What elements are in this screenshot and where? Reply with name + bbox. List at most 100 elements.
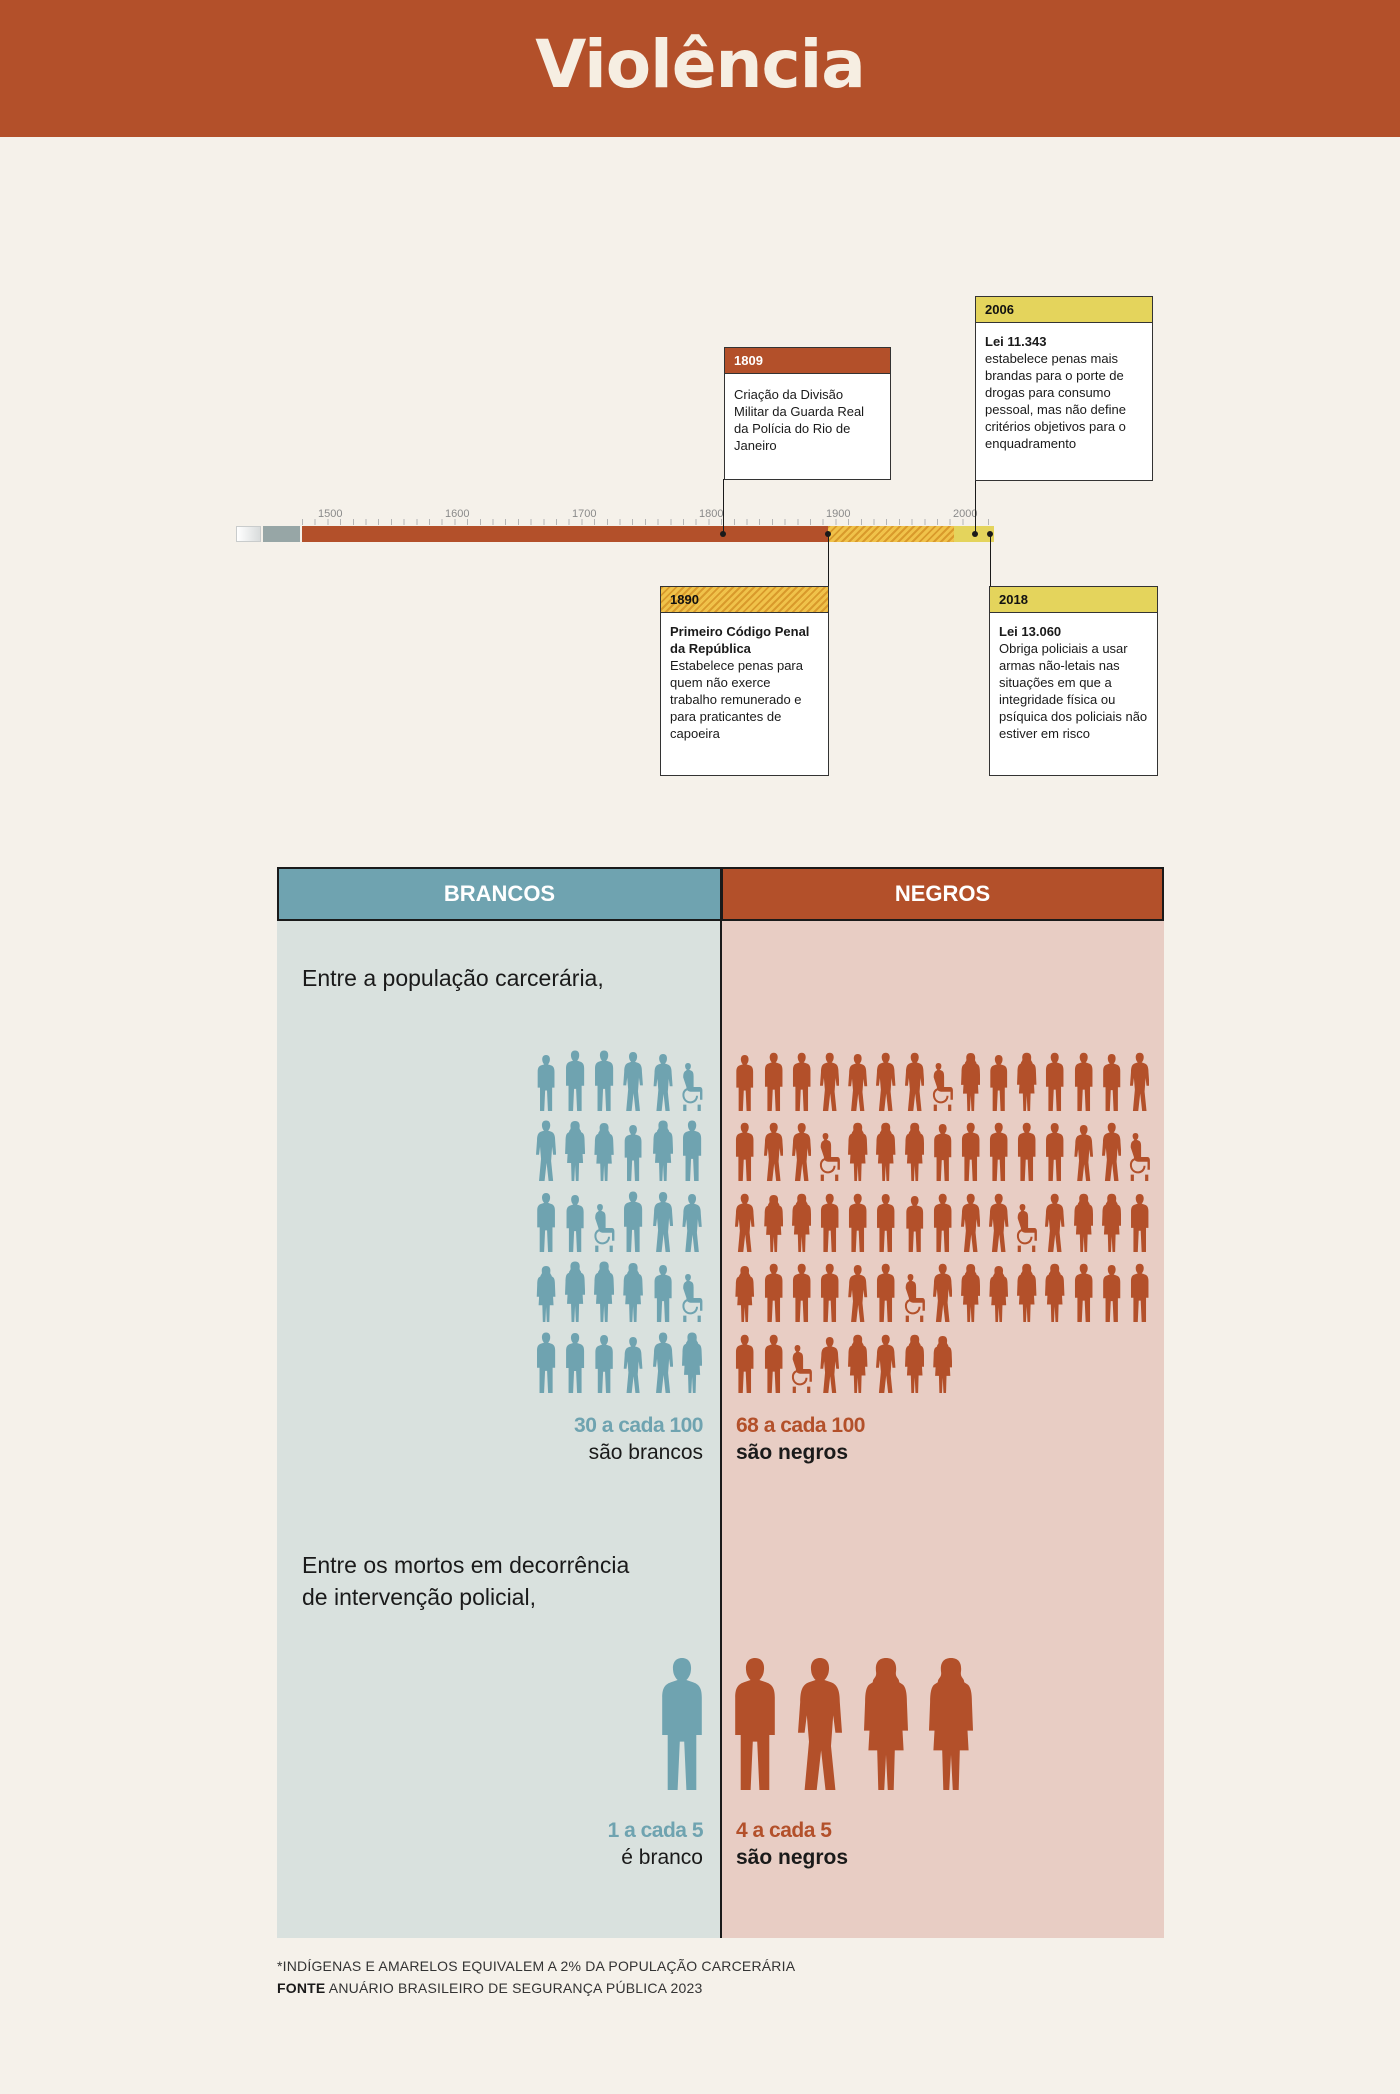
person-icon [928,1658,973,1790]
stat-caption: são negros [736,1441,849,1464]
person-icon [625,1125,642,1181]
event-text: Estabelece penas para quem não exerce tr… [670,658,803,741]
deaths-brancos-pictogram [660,1655,705,1795]
timeline-year-label: 1800 [699,508,724,520]
pictogram-person [1041,1181,1069,1252]
person-icon [990,1054,1008,1111]
source-text: ANUÁRIO BRASILEIRO DE SEGURANÇA PÚBLICA … [328,1980,703,1996]
event-year: 1890 [661,587,828,613]
person-icon [764,1052,783,1111]
person-icon [652,1120,673,1181]
stat-caption: são brancos [588,1441,703,1464]
deaths-negros-pictogram [733,1650,973,1795]
pictogram-person [731,1040,759,1111]
pictogram-person [957,1252,985,1322]
person-icon [1074,1125,1093,1181]
pictogram-person [619,1181,648,1252]
pictogram-person [928,1111,956,1181]
pictogram-person [900,1181,928,1252]
person-icon [764,1263,783,1322]
pictogram-person [531,1181,560,1252]
pictogram-person [648,1252,677,1322]
person-icon [904,1052,924,1111]
person-icon [1046,1123,1064,1181]
pictogram-person [560,1252,589,1322]
person-icon [960,1193,981,1252]
event-year: 1809 [725,348,890,374]
pictogram-person [1069,1040,1097,1111]
pictogram-person [648,1181,677,1252]
person-icon [682,1193,702,1252]
pictogram-person [872,1322,900,1393]
wheelchair-person-icon [791,1344,812,1393]
person-icon [1101,1122,1122,1181]
pictogram-person [590,1252,619,1322]
pictogram-person [1097,1181,1125,1252]
person-icon [819,1052,840,1111]
person-icon [1045,1263,1065,1322]
timeline-ticks [302,519,994,525]
person-icon [763,1122,783,1181]
person-icon [565,1050,585,1111]
event-text: Criação da Divisão Militar da Guarda Rea… [734,387,865,453]
pictogram-person [816,1111,844,1181]
pictogram-person [787,1322,815,1393]
person-icon [989,1266,1009,1322]
pictogram-person [1126,1252,1154,1322]
person-icon [536,1266,555,1322]
person-icon [594,1123,614,1181]
person-icon [1018,1122,1036,1181]
person-icon [933,1124,951,1181]
title-banner: Violência [0,0,1400,137]
pictogram-person [560,1040,589,1111]
pictogram-person [619,1111,648,1181]
pictogram-person [1041,1111,1069,1181]
pictogram-person [731,1181,759,1252]
stat-number: 68 a cada 100 [736,1414,865,1437]
pictogram-person [590,1322,619,1393]
pictogram-person [816,1322,844,1393]
wheelchair-person-icon [682,1062,703,1111]
person-icon [877,1263,895,1322]
pictogram-person [1041,1252,1069,1322]
wheelchair-person-icon [932,1062,953,1111]
event-marker [972,531,978,537]
person-icon [1101,1193,1122,1252]
person-icon [876,1122,896,1181]
person-icon [1130,1263,1149,1322]
event-card-2006: 2006 Lei 11.343 estabelece penas mais br… [975,296,1153,481]
person-icon [877,1193,895,1252]
pictogram-person [816,1181,844,1252]
wheelchair-person-icon [904,1274,925,1322]
person-icon [876,1334,896,1393]
person-icon [595,1334,613,1393]
pictogram-person [928,1252,956,1322]
event-title: Primeiro Código Penal da República [670,624,810,656]
brancos-panel: BRANCOS [277,867,722,1938]
pictogram-person [798,1654,843,1795]
pictogram-person [1013,1181,1041,1252]
pictogram-person [531,1322,560,1393]
stat-caption: são negros [736,1846,849,1869]
pictogram-person [844,1252,872,1322]
footnote-source: FONTE ANUÁRIO BRASILEIRO DE SEGURANÇA PÚ… [277,1980,702,1996]
pictogram-person [759,1322,787,1393]
pictogram-person [1013,1252,1041,1322]
pictogram-person [759,1252,787,1322]
person-icon [1045,1193,1065,1252]
wheelchair-person-icon [1130,1133,1151,1181]
person-icon [1130,1052,1150,1111]
footnote-note: *INDÍGENAS E AMARELOS EQUIVALEM A 2% DA … [277,1958,796,1974]
person-icon [1131,1193,1149,1252]
person-icon [1017,1052,1037,1111]
negros-header: NEGROS [721,867,1164,921]
person-icon [791,1193,812,1252]
timeline-segment [236,526,261,542]
prison-brancos-pictogram [531,1040,707,1393]
pictogram-person [787,1252,815,1322]
pictogram-person [731,1111,759,1181]
pictogram-person [1097,1252,1125,1322]
page-title: Violência [535,26,866,103]
event-year: 2018 [990,587,1157,613]
person-icon [848,1334,868,1393]
